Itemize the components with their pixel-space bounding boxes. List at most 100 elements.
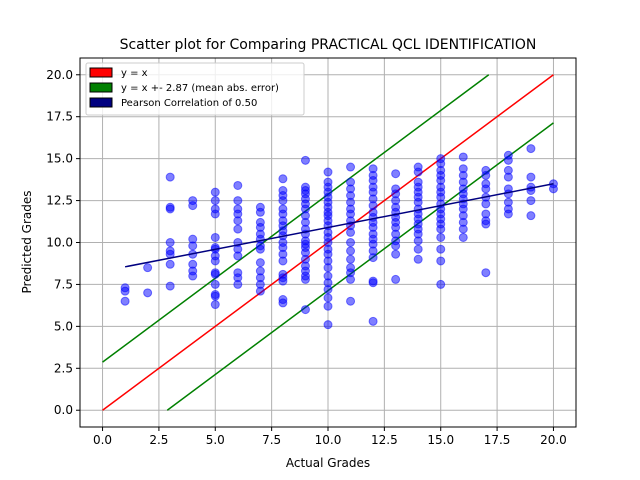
regression-line	[124, 183, 554, 268]
data-point	[346, 227, 356, 237]
data-point	[210, 209, 220, 219]
data-point	[346, 246, 356, 256]
data-point	[278, 276, 288, 286]
y-tick-label: 2.5	[54, 361, 73, 375]
x-tick-label: 20.0	[540, 433, 567, 447]
data-point	[526, 144, 536, 154]
data-point	[210, 291, 220, 301]
data-point	[368, 253, 378, 263]
data-point	[481, 268, 491, 278]
data-point	[165, 259, 175, 269]
legend-label: y = x +- 2.87 (mean abs. error)	[121, 83, 279, 94]
data-point	[413, 254, 423, 264]
data-point	[120, 296, 130, 306]
y-axis-ticks: 0.0 2.5 5.0 7.5 10.0 12.5 15.0 17.5 20.0	[46, 68, 80, 417]
data-point	[436, 232, 446, 242]
data-point	[210, 232, 220, 242]
y-tick-label: 20.0	[46, 68, 73, 82]
data-point	[210, 300, 220, 310]
x-tick-label: 5.0	[206, 433, 225, 447]
x-tick-label: 10.0	[315, 433, 342, 447]
data-point	[143, 288, 153, 298]
data-point	[481, 184, 491, 194]
data-point	[526, 196, 536, 206]
data-point	[233, 196, 243, 206]
data-point	[436, 279, 446, 289]
x-tick-label: 7.5	[262, 433, 281, 447]
data-point	[300, 305, 310, 315]
data-point	[346, 296, 356, 306]
data-point	[188, 201, 198, 211]
x-tick-label: 2.5	[149, 433, 168, 447]
x-axis-label: Actual Grades	[286, 456, 370, 470]
data-point	[233, 224, 243, 234]
y-tick-label: 0.0	[54, 403, 73, 417]
data-point	[458, 232, 468, 242]
data-point	[481, 199, 491, 209]
data-point	[368, 316, 378, 326]
data-point	[188, 241, 198, 251]
data-point	[526, 211, 536, 221]
data-point	[233, 180, 243, 190]
data-point	[255, 244, 265, 254]
data-point	[165, 281, 175, 291]
data-point	[210, 256, 220, 266]
data-point	[413, 167, 423, 177]
data-point	[278, 174, 288, 184]
data-point	[503, 189, 513, 199]
data-point	[165, 238, 175, 247]
y-axis-label: Predicted Grades	[20, 191, 34, 294]
legend-label: y = x	[121, 68, 148, 79]
data-point	[436, 256, 446, 266]
data-point	[255, 207, 265, 217]
data-point	[300, 155, 310, 165]
x-tick-label: 17.5	[484, 433, 511, 447]
data-point	[210, 269, 220, 279]
data-point	[503, 155, 513, 165]
data-point	[413, 244, 423, 254]
upper-error-line	[102, 74, 490, 363]
x-axis-ticks: 0.0 2.5 5.0 7.5 10.0 12.5 15.0 17.5 20.0	[93, 427, 567, 447]
data-point	[346, 162, 356, 172]
legend-swatch	[89, 97, 113, 108]
data-point	[391, 169, 401, 179]
data-point	[165, 204, 175, 214]
data-point	[436, 244, 446, 254]
data-point	[278, 256, 288, 266]
data-point	[300, 274, 310, 284]
data-point	[391, 274, 401, 284]
data-point	[143, 263, 153, 273]
data-point	[368, 278, 378, 288]
data-point	[436, 224, 446, 234]
data-point	[210, 196, 220, 206]
y-tick-label: 7.5	[54, 277, 73, 291]
data-point	[323, 301, 333, 311]
data-point	[210, 279, 220, 289]
data-point	[120, 286, 130, 296]
data-point	[503, 172, 513, 182]
data-point	[323, 293, 333, 303]
data-point	[233, 216, 243, 226]
data-point	[458, 152, 468, 162]
data-point	[323, 284, 333, 294]
data-point	[233, 279, 243, 289]
data-point	[323, 263, 333, 273]
data-point	[278, 298, 288, 308]
y-tick-label: 12.5	[46, 194, 73, 208]
scatter-points	[120, 144, 558, 330]
data-point	[413, 236, 423, 246]
data-point	[503, 209, 513, 219]
data-point	[255, 258, 265, 268]
y-tick-label: 17.5	[46, 110, 73, 124]
legend-swatch	[89, 82, 113, 93]
data-point	[481, 219, 491, 229]
chart-title: Scatter plot for Comparing PRACTICAL QCL…	[120, 37, 537, 53]
y-tick-label: 5.0	[54, 319, 73, 333]
data-point	[526, 172, 536, 182]
data-point	[165, 172, 175, 182]
data-point	[323, 320, 333, 330]
y-tick-label: 15.0	[46, 152, 73, 166]
data-point	[481, 170, 491, 180]
data-point	[323, 167, 333, 177]
